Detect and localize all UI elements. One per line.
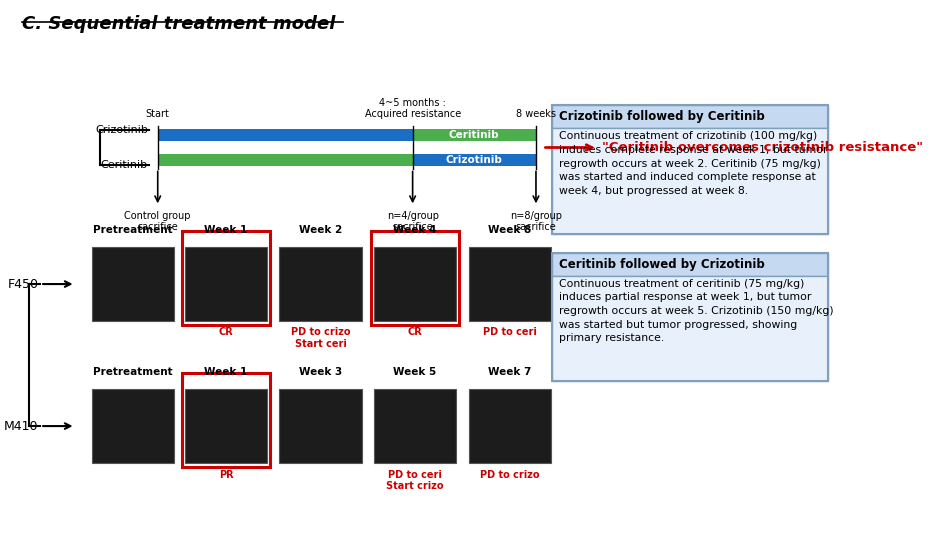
Text: Start: Start — [146, 109, 170, 119]
Text: "Ceritinib overcomes crizotinib resistance": "Ceritinib overcomes crizotinib resistan… — [602, 141, 922, 154]
Text: Crizotinib: Crizotinib — [446, 155, 503, 165]
Text: Week 3: Week 3 — [299, 367, 343, 377]
FancyBboxPatch shape — [374, 247, 456, 321]
Text: PD to ceri
Start crizo: PD to ceri Start crizo — [386, 469, 444, 491]
FancyBboxPatch shape — [374, 389, 456, 463]
Text: Continuous treatment of ceritinib (75 mg/kg)
induces partial response at week 1,: Continuous treatment of ceritinib (75 mg… — [559, 279, 833, 343]
Text: Week 1: Week 1 — [204, 367, 248, 377]
FancyBboxPatch shape — [552, 253, 828, 276]
Text: Week 8: Week 8 — [488, 225, 531, 235]
Text: M410: M410 — [4, 419, 39, 433]
Text: 4~5 months :
Acquired resistance: 4~5 months : Acquired resistance — [364, 98, 461, 119]
FancyBboxPatch shape — [92, 247, 175, 321]
FancyBboxPatch shape — [413, 154, 536, 166]
FancyBboxPatch shape — [158, 129, 413, 141]
FancyBboxPatch shape — [158, 154, 413, 166]
Text: Week 1: Week 1 — [204, 225, 248, 235]
FancyBboxPatch shape — [279, 247, 362, 321]
Text: PD to crizo
Start ceri: PD to crizo Start ceri — [290, 328, 350, 349]
FancyBboxPatch shape — [413, 129, 536, 141]
FancyBboxPatch shape — [469, 247, 550, 321]
Text: PD to crizo: PD to crizo — [480, 469, 539, 479]
FancyBboxPatch shape — [92, 389, 175, 463]
FancyBboxPatch shape — [552, 276, 828, 381]
FancyBboxPatch shape — [185, 247, 267, 321]
Text: Ceritinib followed by Crizotinib: Ceritinib followed by Crizotinib — [559, 257, 765, 271]
Text: Ceritinib: Ceritinib — [101, 160, 148, 170]
Text: Week 4: Week 4 — [394, 225, 437, 235]
Text: C. Sequential treatment model: C. Sequential treatment model — [22, 15, 335, 33]
Text: n=8/group
sacrifice: n=8/group sacrifice — [510, 211, 562, 232]
Text: F450: F450 — [8, 278, 39, 290]
Text: Pretreatment: Pretreatment — [93, 367, 173, 377]
Text: n=4/group
sacrifice: n=4/group sacrifice — [386, 211, 438, 232]
Text: Crizotinib followed by Ceritinib: Crizotinib followed by Ceritinib — [559, 110, 765, 123]
Text: PR: PR — [218, 469, 233, 479]
Text: Control group
sacrifice: Control group sacrifice — [124, 211, 191, 232]
Text: Week 7: Week 7 — [488, 367, 531, 377]
FancyBboxPatch shape — [185, 389, 267, 463]
FancyBboxPatch shape — [552, 105, 828, 128]
Text: Week 2: Week 2 — [299, 225, 343, 235]
Text: CR: CR — [218, 328, 233, 338]
FancyBboxPatch shape — [279, 389, 362, 463]
FancyBboxPatch shape — [469, 389, 550, 463]
Text: 8 weeks: 8 weeks — [516, 109, 556, 119]
Text: Continuous treatment of crizotinib (100 mg/kg)
induces complete response at week: Continuous treatment of crizotinib (100 … — [559, 131, 828, 196]
Text: Pretreatment: Pretreatment — [93, 225, 173, 235]
Text: Ceritinib: Ceritinib — [449, 130, 499, 140]
Text: Crizotinib: Crizotinib — [95, 125, 148, 135]
FancyBboxPatch shape — [552, 128, 828, 233]
Text: Week 5: Week 5 — [394, 367, 437, 377]
Text: CR: CR — [408, 328, 422, 338]
Text: PD to ceri: PD to ceri — [483, 328, 536, 338]
